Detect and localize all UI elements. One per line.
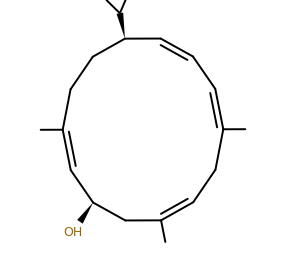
- Text: OH: OH: [63, 226, 83, 239]
- Polygon shape: [117, 13, 125, 39]
- Polygon shape: [77, 203, 93, 224]
